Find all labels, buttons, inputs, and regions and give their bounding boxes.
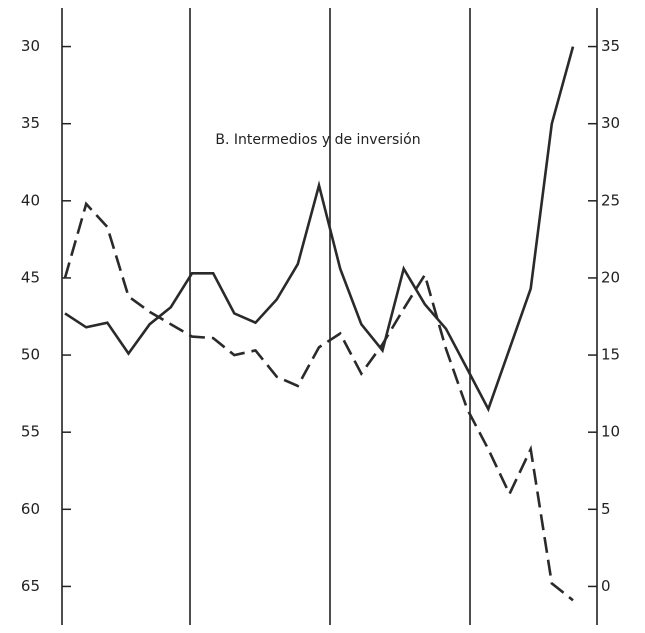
- y2-tick-label: 30: [601, 114, 620, 132]
- y-tick-label: 60: [21, 500, 40, 518]
- y-tick-label: 35: [21, 114, 40, 132]
- series-line: [63, 201, 574, 602]
- y2-tick-label: 15: [601, 346, 620, 364]
- y2-tick-label: 0: [601, 577, 611, 595]
- chart-title: B. Intermedios y de inversión: [215, 132, 420, 148]
- series-line: [64, 46, 575, 413]
- y-tick-label: 30: [21, 37, 40, 55]
- y-tick-label: 45: [21, 268, 40, 286]
- y-tick-label: 50: [21, 346, 40, 364]
- y2-tick-label: 25: [601, 191, 620, 209]
- y-tick-label: 40: [21, 191, 40, 209]
- y-tick-label: 65: [21, 577, 40, 595]
- y-tick-label: 55: [21, 423, 40, 441]
- y2-tick-label: 20: [601, 268, 620, 286]
- y2-tick-label: 35: [601, 37, 620, 55]
- y2-tick-label: 5: [601, 500, 611, 518]
- y2-tick-label: 10: [601, 423, 620, 441]
